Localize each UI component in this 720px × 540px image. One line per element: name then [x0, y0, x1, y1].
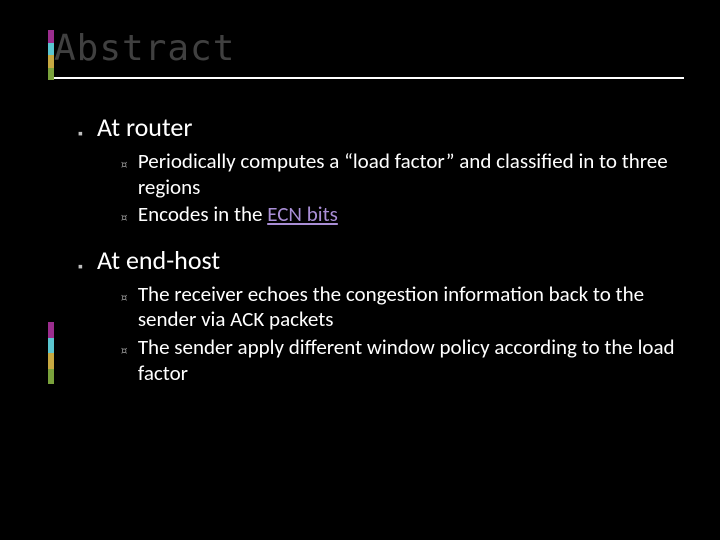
- title-underline: [54, 77, 684, 79]
- square-bullet-icon: ▪: [78, 127, 83, 141]
- sub-bullet-icon: ¤: [120, 158, 128, 173]
- sub-bullet-icon: ¤: [120, 344, 128, 359]
- bullet-level2: ¤ Periodically computes a “load factor” …: [120, 149, 680, 200]
- bullet-level2: ¤ The sender apply different window poli…: [120, 335, 680, 386]
- bullet-text: The sender apply different window policy…: [138, 335, 680, 386]
- ecn-bits-link[interactable]: ECN bits: [267, 201, 338, 227]
- slide-title: Abstract: [54, 28, 720, 69]
- slide: Abstract ▪ At router ¤ Periodically comp…: [0, 0, 720, 540]
- bullet-level1: ▪ At router: [78, 111, 680, 143]
- square-bullet-icon: ▪: [78, 260, 83, 274]
- title-block: Abstract: [0, 0, 720, 77]
- bullet-text: At router: [97, 111, 192, 143]
- bullet-level2: ¤ The receiver echoes the congestion inf…: [120, 282, 680, 333]
- bullet-text: Periodically computes a “load factor” an…: [138, 149, 680, 200]
- bullet-text-prefix: Encodes in the: [138, 201, 267, 227]
- content-area: ▪ At router ¤ Periodically computes a “l…: [0, 77, 720, 386]
- accent-strip-side: [48, 322, 54, 384]
- bullet-text: At end-host: [97, 244, 220, 276]
- bullet-text: Encodes in the ECN bits: [138, 202, 338, 228]
- bullet-level1: ▪ At end-host: [78, 244, 680, 276]
- bullet-level2: ¤ Encodes in the ECN bits: [120, 202, 680, 228]
- sub-bullet-icon: ¤: [120, 211, 128, 226]
- bullet-text: The receiver echoes the congestion infor…: [138, 282, 680, 333]
- sub-bullet-icon: ¤: [120, 291, 128, 306]
